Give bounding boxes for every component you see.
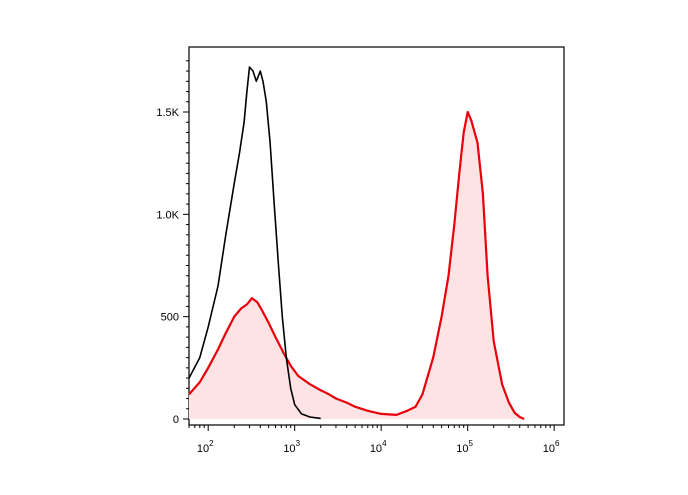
- y-tick-label: 1.5K: [156, 107, 179, 119]
- y-axis: 0 500 1.0K 1.5K: [156, 60, 189, 426]
- x-tick-label: 102: [197, 439, 214, 455]
- x-axis: 102 103 104 105 106: [188, 425, 560, 455]
- x-tick-label: 106: [543, 439, 560, 455]
- y-tick-label: 0: [173, 414, 179, 426]
- y-tick-label: 1.0K: [156, 209, 179, 221]
- x-tick-label: 104: [370, 439, 387, 455]
- series-layer: [188, 66, 525, 421]
- x-tick-label: 103: [283, 439, 300, 455]
- series-1-area: [189, 112, 525, 419]
- y-tick-label: 500: [161, 312, 179, 324]
- series-1-line: [188, 110, 525, 421]
- x-tick-label: 105: [456, 439, 473, 455]
- series-0-line: [188, 66, 321, 420]
